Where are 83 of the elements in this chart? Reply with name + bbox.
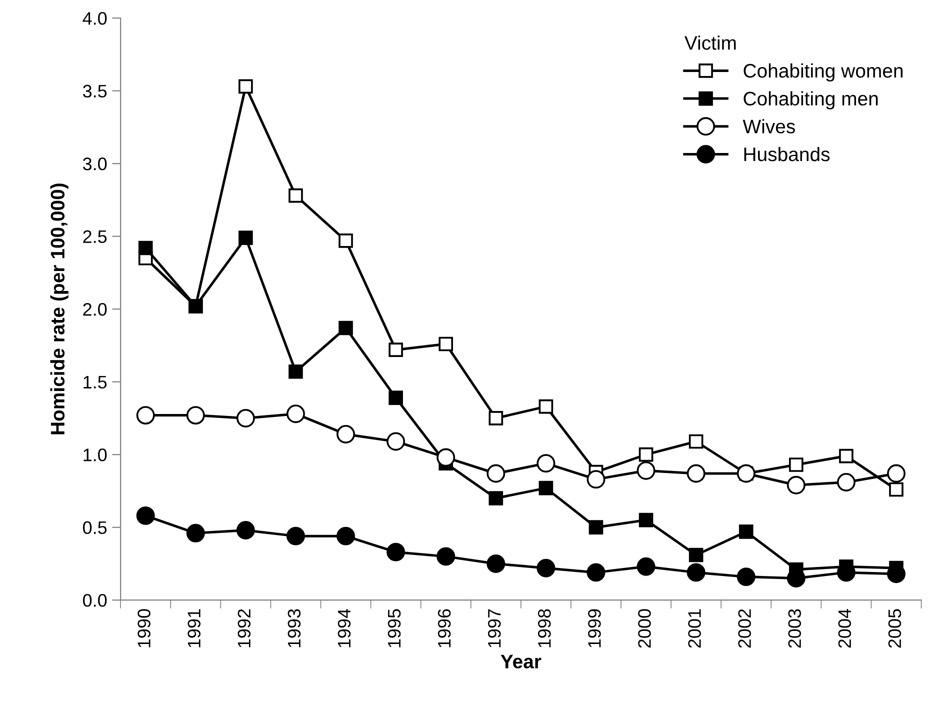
point bbox=[887, 464, 906, 483]
y-tick-label: 3.5 bbox=[82, 84, 107, 98]
point bbox=[836, 472, 856, 492]
point bbox=[786, 476, 806, 494]
x-tick-label: 1999 bbox=[588, 609, 601, 648]
point bbox=[486, 554, 506, 573]
point bbox=[236, 408, 255, 428]
point bbox=[588, 520, 604, 534]
point bbox=[338, 234, 353, 248]
y-tick-label: 3.0 bbox=[82, 158, 107, 170]
point bbox=[386, 432, 406, 451]
x-tick-label: 2005 bbox=[888, 609, 902, 648]
point bbox=[638, 447, 654, 462]
point bbox=[236, 521, 255, 540]
point bbox=[789, 458, 804, 472]
point bbox=[686, 563, 706, 582]
x-tick-label: 1993 bbox=[288, 609, 301, 648]
y-tick-label: 1.0 bbox=[84, 448, 107, 462]
y-tick-label: 0.0 bbox=[82, 594, 107, 607]
x-tick-label: 1992 bbox=[238, 609, 251, 648]
point bbox=[388, 390, 403, 405]
point bbox=[736, 568, 756, 586]
x-tick-label: 2002 bbox=[738, 609, 751, 648]
y-tick-label: 0.5 bbox=[82, 521, 107, 534]
x-tick-label: 1995 bbox=[388, 609, 401, 648]
legend-label: Husbands bbox=[744, 146, 830, 162]
legend-label: Cohabiting women bbox=[744, 63, 903, 82]
point bbox=[338, 320, 353, 336]
point bbox=[386, 542, 406, 562]
point bbox=[138, 240, 153, 256]
point bbox=[136, 506, 155, 525]
point bbox=[636, 557, 656, 576]
point bbox=[336, 424, 356, 444]
point bbox=[536, 558, 556, 578]
x-tick-label: 1991 bbox=[188, 609, 200, 648]
y-tick-label: 1.5 bbox=[84, 376, 107, 389]
point bbox=[839, 448, 854, 464]
point bbox=[688, 434, 704, 449]
point bbox=[288, 364, 303, 379]
point bbox=[238, 79, 253, 94]
x-tick-label: 1996 bbox=[438, 609, 451, 648]
point bbox=[388, 342, 403, 357]
point bbox=[286, 526, 305, 546]
x-tick-label: 2004 bbox=[838, 608, 852, 648]
legend-label: Wives bbox=[742, 119, 795, 134]
point bbox=[186, 406, 205, 425]
point bbox=[638, 512, 654, 528]
point bbox=[488, 411, 504, 426]
point bbox=[586, 470, 606, 489]
point bbox=[536, 454, 556, 473]
x-tick-label: 1997 bbox=[488, 609, 501, 648]
point bbox=[436, 547, 456, 566]
point bbox=[538, 480, 554, 496]
x-tick-label: 2003 bbox=[788, 609, 802, 648]
x-tick-label: 1998 bbox=[538, 609, 551, 648]
x-tick-label: 1994 bbox=[338, 608, 351, 648]
y-axis-title: Homicide rate (per 100,000) bbox=[50, 184, 68, 434]
x-tick-label: 2000 bbox=[638, 609, 651, 648]
point bbox=[286, 404, 305, 424]
point bbox=[136, 406, 155, 425]
point bbox=[889, 482, 904, 497]
point bbox=[636, 461, 656, 480]
point bbox=[436, 448, 456, 467]
point bbox=[586, 563, 606, 582]
point bbox=[336, 526, 356, 546]
x-tick-label: 1990 bbox=[138, 609, 150, 648]
y-tick-label: 2.0 bbox=[83, 303, 107, 316]
point bbox=[688, 548, 704, 562]
point bbox=[686, 464, 706, 483]
legend-label: Cohabiting men bbox=[744, 91, 878, 110]
point bbox=[538, 399, 554, 414]
point bbox=[186, 524, 205, 542]
x-axis-title: Year bbox=[500, 654, 542, 668]
x-tick-label: 2001 bbox=[688, 609, 701, 648]
point bbox=[288, 188, 303, 203]
point bbox=[488, 491, 504, 506]
legend-title: Victim bbox=[684, 36, 736, 50]
point bbox=[738, 524, 754, 539]
y-tick-label: 2.5 bbox=[83, 230, 107, 244]
y-tick-label: 4.0 bbox=[82, 12, 107, 25]
point bbox=[438, 336, 454, 352]
point bbox=[486, 464, 506, 483]
point bbox=[238, 230, 253, 245]
